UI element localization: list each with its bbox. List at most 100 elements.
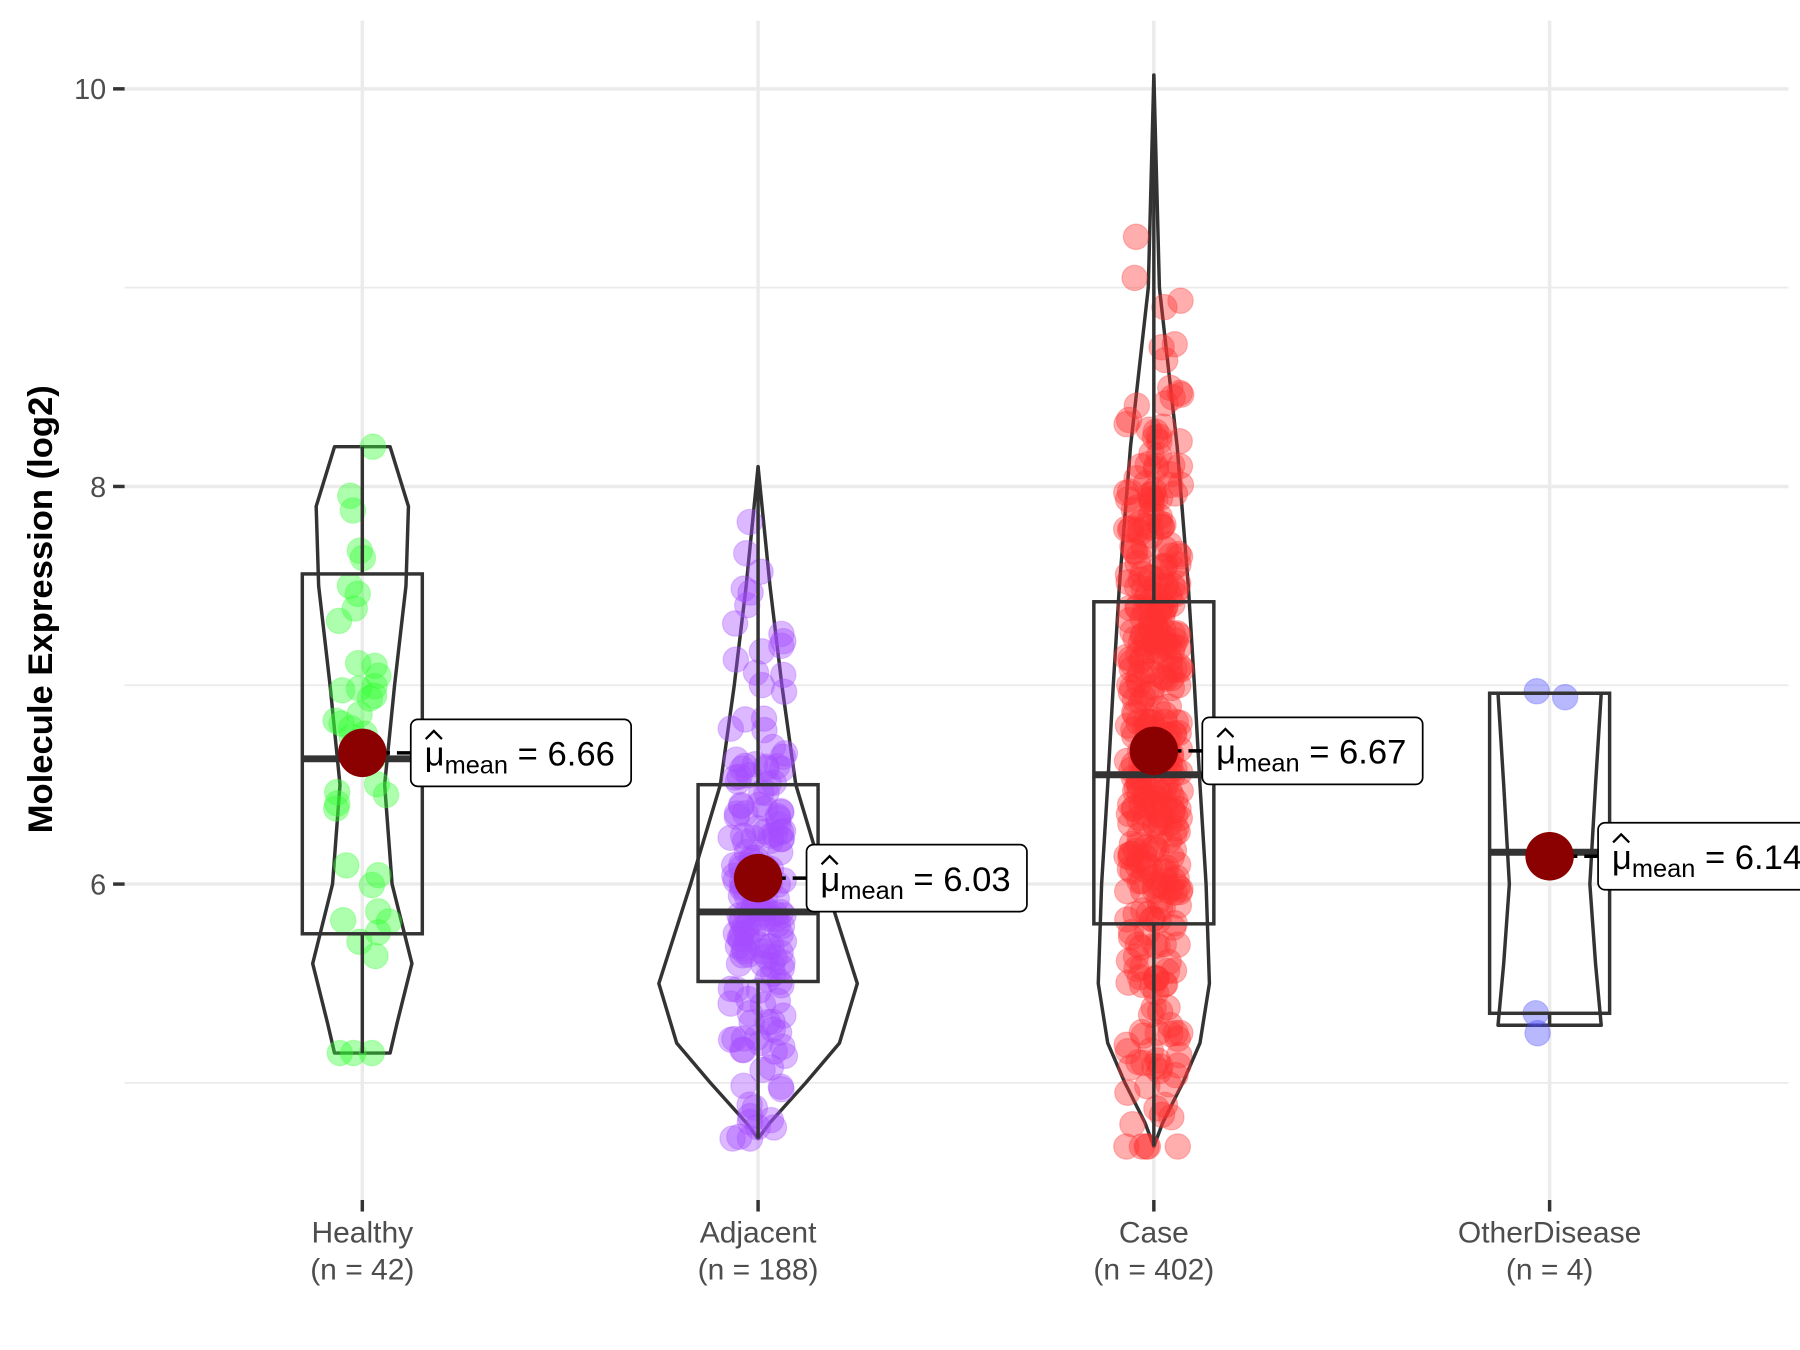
data-point [768,972,795,999]
data-point [1131,809,1158,837]
data-point [1125,831,1153,859]
data-point [1164,873,1192,900]
data-point [1144,932,1171,960]
data-point [767,939,794,966]
data-point [1156,827,1183,854]
data-point [1117,918,1145,946]
data-point [1124,665,1152,693]
data-point [749,938,776,965]
data-point [1138,440,1165,467]
data-point [759,733,787,761]
data-point [1167,876,1194,903]
data-point [1166,452,1194,480]
data-point [1159,797,1187,824]
data-point [1124,852,1151,879]
data-point [1149,603,1176,631]
data-point [1122,837,1149,865]
data-point [328,710,355,737]
data-point [1114,712,1142,739]
data-point [1132,800,1160,828]
data-point [721,1025,748,1053]
mean-value: = 6.66 [508,736,615,774]
data-point [754,1008,782,1036]
data-point [1122,625,1149,652]
data-point [1156,646,1184,674]
mean-subscript: mean [1236,750,1299,778]
data-point [1117,844,1144,871]
data-point [365,861,392,889]
data-point [1150,873,1178,900]
data-point [322,707,349,734]
data-point [1142,784,1169,811]
data-point [1151,552,1179,580]
data-point [1166,427,1193,455]
data-point [1137,680,1165,707]
data-point [1151,857,1179,885]
data-point [1166,653,1194,680]
data-point [1117,840,1145,868]
data-point [1144,1047,1171,1074]
data-point [736,1091,763,1118]
data-point [1118,649,1145,677]
mean-point [1129,726,1179,776]
data-point [1140,628,1167,656]
data-point [1158,1104,1185,1131]
data-point [1147,802,1175,829]
data-point [1162,708,1190,736]
data-point [1162,815,1190,842]
data-point [742,659,770,686]
data-point [1113,1031,1140,1059]
mean-label-box [805,843,1028,913]
data-point [728,755,756,782]
data-point [741,750,769,778]
data-point [325,607,353,635]
data-point [760,1114,788,1141]
data-point [1126,868,1153,895]
hat-icon [1612,832,1631,844]
data-point [1132,782,1160,810]
data-point [725,950,753,977]
data-point [1130,1022,1157,1049]
data-point [726,763,753,790]
data-point [1129,604,1156,632]
data-point [1150,554,1178,581]
data-point [723,803,751,831]
hat-icon [820,854,839,866]
data-point [767,818,795,846]
data-point [339,497,367,524]
data-point [1125,846,1152,874]
data-point [1143,1095,1170,1122]
data-point [1142,611,1169,639]
data-point [1114,486,1142,513]
data-point [1133,680,1160,708]
data-point [747,1029,774,1057]
data-point [358,1039,386,1067]
data-point [1117,924,1145,951]
data-point [748,638,776,665]
data-point [723,976,751,1003]
data-point [1166,543,1194,570]
mean-label-box [1597,821,1800,891]
data-point [333,852,360,879]
data-point [1122,900,1149,928]
data-point [1126,660,1154,687]
data-point [1114,1079,1141,1106]
data-point [323,795,350,822]
data-point [731,800,759,827]
data-point [1151,593,1179,620]
data-point [1155,632,1182,659]
data-point [1126,778,1153,806]
data-point [1142,455,1170,483]
data-point [1126,822,1153,849]
data-point [722,920,750,947]
data-point [726,1123,753,1151]
data-point [733,591,761,619]
data-point [767,797,795,825]
data-point [766,839,794,866]
data-point [1117,515,1145,542]
data-point [1117,810,1144,838]
data-point [1122,538,1149,566]
data-point [1139,835,1167,863]
data-point [1163,864,1190,891]
data-point [1119,858,1146,885]
